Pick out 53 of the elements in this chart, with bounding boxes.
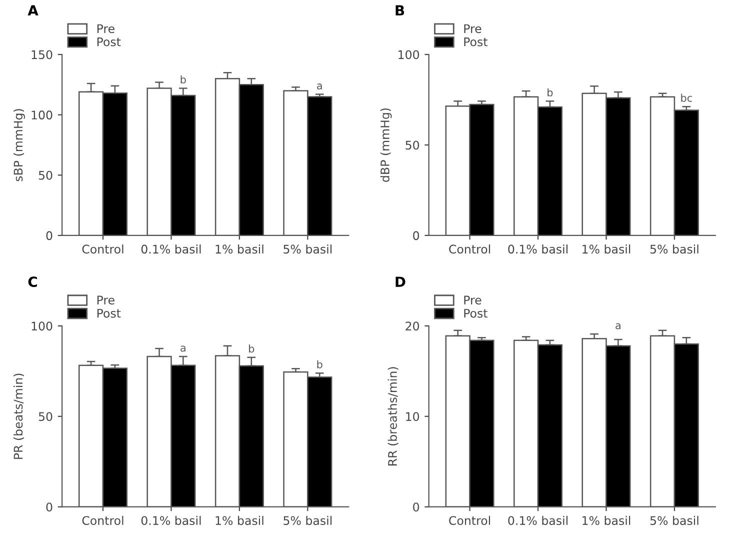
y-tick-label: 0 <box>413 231 420 240</box>
annotation: b <box>317 360 322 368</box>
legend-label: Pre <box>464 296 482 305</box>
x-tick-label: 0.1% basil <box>141 244 201 254</box>
x-tick-label: Control <box>449 516 490 526</box>
y-axis-title: PR (beats/min) <box>14 374 24 459</box>
x-tick-label: 5% basil <box>284 244 332 254</box>
x-tick-label: Control <box>82 244 124 254</box>
y-tick-label: 20 <box>406 322 420 331</box>
x-tick-label: 5% basil <box>650 244 698 254</box>
x-tick-label: 1% basil <box>216 516 264 526</box>
x-tick-label: 1% basil <box>582 516 630 526</box>
legend-label: Pre <box>97 296 114 305</box>
x-tick-label: 5% basil <box>284 516 332 526</box>
chart-title: D <box>396 276 406 287</box>
y-tick-label: 50 <box>38 412 52 422</box>
x-tick-label: 1% basil <box>216 244 264 254</box>
y-tick-label: 150 <box>32 50 52 60</box>
legend-label: Post <box>464 38 488 46</box>
y-axis-title: dBP (mmHg) <box>380 108 392 182</box>
x-tick-label: 0.1% basil <box>508 516 568 526</box>
x-tick-label: 0.1% basil <box>508 244 568 254</box>
y-tick-label: 0 <box>413 502 420 512</box>
annotation: bc <box>681 94 692 102</box>
y-tick-label: 10 <box>406 412 420 422</box>
chart-title: C <box>28 276 37 288</box>
legend-label: Pre <box>464 24 482 34</box>
legend-label: Post <box>97 38 121 46</box>
annotation: a <box>180 346 186 352</box>
y-tick-label: 100 <box>32 322 52 331</box>
annotation: b <box>180 75 186 84</box>
legend-label: Pre <box>97 24 114 34</box>
annotation: b <box>249 344 254 353</box>
annotation: a <box>616 323 620 330</box>
annotation: a <box>317 84 322 90</box>
y-tick-label: 0 <box>46 502 52 512</box>
chart-title: B <box>396 5 404 16</box>
x-tick-label: 0.1% basil <box>141 516 201 526</box>
legend-label: Post <box>464 308 488 318</box>
y-tick-label: 100 <box>32 110 52 120</box>
legend-label: Post <box>97 308 121 318</box>
x-tick-label: Control <box>82 516 124 526</box>
y-tick-label: 0 <box>46 231 52 240</box>
x-tick-label: 1% basil <box>582 244 630 254</box>
chart-title: A <box>28 5 38 16</box>
y-axis-title: RR (breaths/min) <box>388 367 398 466</box>
y-axis-title: sBP (mmHg) <box>14 109 25 182</box>
annotation: b <box>548 88 553 96</box>
y-tick-label: 50 <box>406 140 420 150</box>
x-tick-label: Control <box>449 244 490 254</box>
y-tick-label: 50 <box>38 170 52 180</box>
x-tick-label: 5% basil <box>650 516 698 526</box>
y-tick-label: 100 <box>398 50 420 60</box>
